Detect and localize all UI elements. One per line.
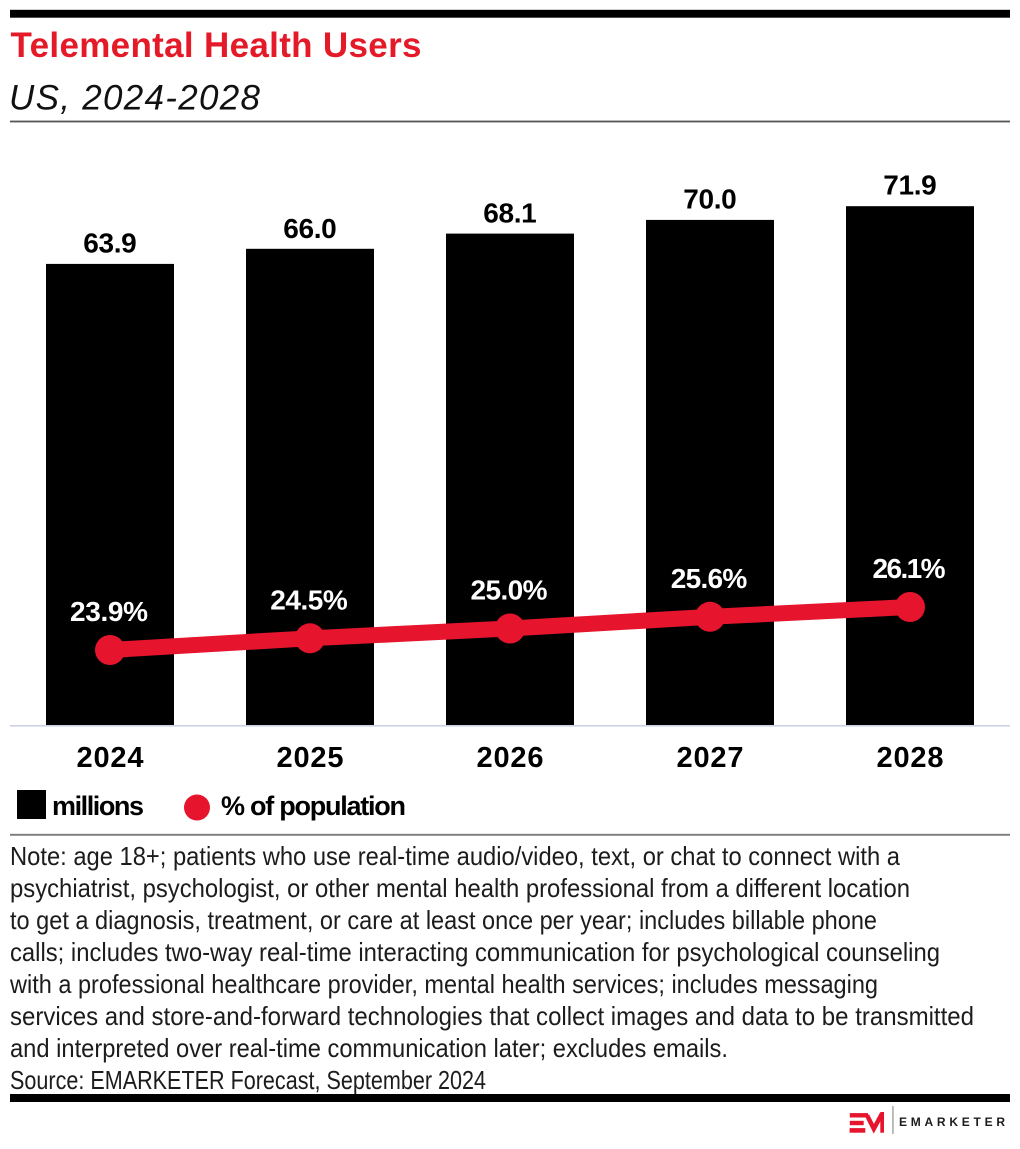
svg-text:calls; includes two-way real-t: calls; includes two-way real-time intera… [10,937,940,967]
svg-text:24.5%: 24.5% [270,584,348,615]
svg-text:% of population: % of population [221,791,406,821]
svg-text:25.0%: 25.0% [471,575,548,606]
svg-text:25.6%: 25.6% [671,563,748,594]
svg-text:71.9: 71.9 [883,170,937,201]
svg-text:2028: 2028 [877,742,944,774]
svg-text:2027: 2027 [677,742,744,774]
svg-text:26.1%: 26.1% [873,553,946,584]
svg-text:2025: 2025 [277,742,344,774]
svg-text:23.9%: 23.9% [70,596,148,627]
svg-text:US, 2024-2028: US, 2024-2028 [9,79,261,118]
svg-text:psychiatrist, psychologist, or: psychiatrist, psychologist, or other men… [10,873,910,903]
svg-text:with a professional healthcare: with a professional healthcare provider,… [9,969,878,999]
svg-text:2026: 2026 [477,742,544,774]
svg-text:and interpreted over real-time: and interpreted over real-time communica… [10,1033,728,1063]
svg-text:70.0: 70.0 [683,184,737,215]
svg-text:63.9: 63.9 [83,228,137,259]
svg-text:68.1: 68.1 [483,198,537,229]
svg-text:Source: EMARKETER Forecast, Se: Source: EMARKETER Forecast, September 20… [10,1065,486,1095]
svg-text:EMARKETER: EMARKETER [899,1115,1005,1129]
svg-text:66.0: 66.0 [283,213,337,244]
svg-text:2024: 2024 [77,742,144,774]
svg-text:Note: age 18+; patients who us: Note: age 18+; patients who use real-tim… [10,841,900,871]
svg-text:millions: millions [52,791,144,821]
svg-text:services and store-and-forward: services and store-and-forward technolog… [10,1001,974,1031]
svg-text:Telemental Health Users: Telemental Health Users [11,26,422,65]
svg-text:to get a diagnosis, treatment,: to get a diagnosis, treatment, or care a… [10,905,877,935]
